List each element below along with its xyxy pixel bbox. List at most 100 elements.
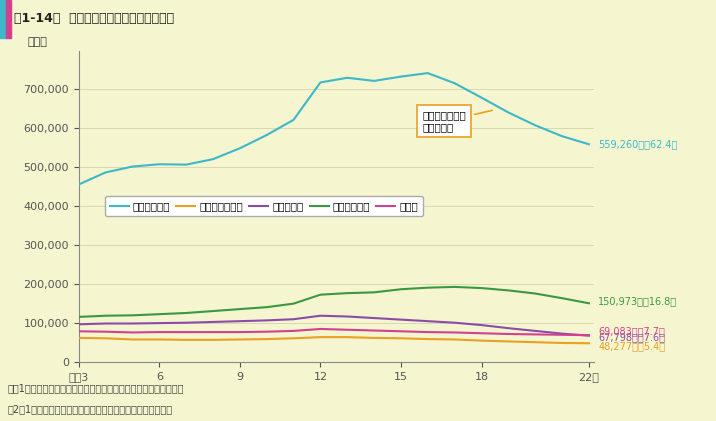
自動車乗車中: [316, 80, 325, 85]
歩行中: [450, 330, 459, 335]
自動車乗車中: [424, 71, 432, 76]
自動二輪乗車中: [289, 336, 298, 341]
原付乗車中: [424, 319, 432, 324]
自動二輪乗車中: [370, 336, 379, 341]
自動車乗車中: [236, 146, 244, 151]
歩行中: [397, 329, 405, 334]
原付乗車中: [182, 320, 190, 325]
Line: 原付乗車中: 原付乗車中: [79, 316, 589, 336]
自転車乗用中: [263, 305, 271, 310]
歩行中: [424, 330, 432, 335]
歩行中: [504, 331, 513, 336]
自動二輪乗車中: [236, 337, 244, 342]
自動車乗車中: [397, 74, 405, 79]
自動二輪乗車中: [182, 337, 190, 342]
自動車乗車中: [450, 81, 459, 86]
自転車乗用中: [74, 314, 83, 320]
自転車乗用中: [397, 287, 405, 292]
原付乗車中: [585, 333, 594, 338]
Text: 自動車乗車中の
減少が顕著: 自動車乗車中の 減少が顕著: [422, 110, 492, 132]
歩行中: [370, 328, 379, 333]
原付乗車中: [102, 321, 110, 326]
自動二輪乗車中: [74, 336, 83, 341]
自転車乗用中: [424, 285, 432, 290]
自動車乗車中: [531, 123, 540, 128]
Line: 自動二輪乗車中: 自動二輪乗車中: [79, 337, 589, 343]
自動車乗車中: [504, 110, 513, 115]
自転車乗用中: [155, 312, 164, 317]
原付乗車中: [343, 314, 352, 319]
自動車乗車中: [477, 95, 485, 100]
歩行中: [289, 328, 298, 333]
原付乗車中: [289, 317, 298, 322]
Bar: [6, 0, 11, 38]
自動車乗車中: [182, 162, 190, 167]
自動車乗車中: [155, 162, 164, 167]
原付乗車中: [155, 321, 164, 326]
自転車乗用中: [102, 313, 110, 318]
歩行中: [128, 330, 137, 335]
歩行中: [102, 329, 110, 334]
歩行中: [209, 330, 218, 335]
Text: 第1-14図  状態別交通事故負傷者数の推移: 第1-14図 状態別交通事故負傷者数の推移: [14, 13, 175, 25]
自転車乗用中: [558, 296, 566, 301]
原付乗車中: [477, 322, 485, 328]
自動二輪乗車中: [128, 337, 137, 342]
自動車乗車中: [209, 157, 218, 162]
自転車乗用中: [370, 290, 379, 295]
原付乗車中: [504, 326, 513, 331]
原付乗車中: [209, 320, 218, 325]
自動車乗車中: [370, 78, 379, 83]
原付乗車中: [397, 317, 405, 322]
Text: 67,798人（7.6）: 67,798人（7.6）: [599, 333, 665, 343]
Line: 歩行中: 歩行中: [79, 329, 589, 335]
自動二輪乗車中: [585, 341, 594, 346]
自動車乗車中: [74, 182, 83, 187]
自動二輪乗車中: [558, 341, 566, 346]
歩行中: [585, 333, 594, 338]
自動二輪乗車中: [316, 335, 325, 340]
原付乗車中: [370, 315, 379, 320]
Text: （人）: （人）: [27, 37, 47, 48]
自動車乗車中: [102, 170, 110, 175]
Text: 注　1　警察庁資料による。ただし，「その他」は省略している。: 注 1 警察庁資料による。ただし，「その他」は省略している。: [7, 383, 184, 393]
歩行中: [343, 327, 352, 332]
自動車乗車中: [343, 75, 352, 80]
自動車乗車中: [128, 164, 137, 169]
歩行中: [182, 330, 190, 335]
自転車乗用中: [531, 291, 540, 296]
原付乗車中: [450, 320, 459, 325]
自動二輪乗車中: [531, 340, 540, 345]
自動二輪乗車中: [450, 337, 459, 342]
歩行中: [74, 329, 83, 334]
自動二輪乗車中: [102, 336, 110, 341]
歩行中: [477, 331, 485, 336]
原付乗車中: [558, 331, 566, 336]
Text: 48,277人（5.4）: 48,277人（5.4）: [599, 341, 665, 352]
自転車乗用中: [477, 285, 485, 290]
Bar: [0, 0, 6, 38]
原付乗車中: [316, 313, 325, 318]
自転車乗用中: [504, 288, 513, 293]
自動二輪乗車中: [155, 337, 164, 342]
歩行中: [558, 332, 566, 337]
自転車乗用中: [236, 306, 244, 312]
自動車乗車中: [263, 133, 271, 138]
Text: 69,083人（7.7）: 69,083人（7.7）: [599, 326, 665, 336]
原付乗車中: [74, 322, 83, 327]
Text: 2　1（　）内は，状態別負傷者数の構成率（％）である。: 2 1（ ）内は，状態別負傷者数の構成率（％）である。: [7, 404, 173, 414]
歩行中: [236, 330, 244, 335]
原付乗車中: [236, 319, 244, 324]
自転車乗用中: [209, 309, 218, 314]
原付乗車中: [531, 328, 540, 333]
自転車乗用中: [450, 284, 459, 289]
自動車乗車中: [558, 133, 566, 139]
自動二輪乗車中: [504, 339, 513, 344]
自動車乗車中: [585, 142, 594, 147]
Line: 自動車乗車中: 自動車乗車中: [79, 73, 589, 184]
自転車乗用中: [316, 292, 325, 297]
自動二輪乗車中: [263, 336, 271, 341]
Legend: 自動車乗車中, 自動二輪乗車中, 原付乗車中, 自転車乗用中, 歩行中: 自動車乗車中, 自動二輪乗車中, 原付乗車中, 自転車乗用中, 歩行中: [105, 196, 423, 216]
Line: 自転車乗用中: 自転車乗用中: [79, 287, 589, 317]
原付乗車中: [128, 321, 137, 326]
